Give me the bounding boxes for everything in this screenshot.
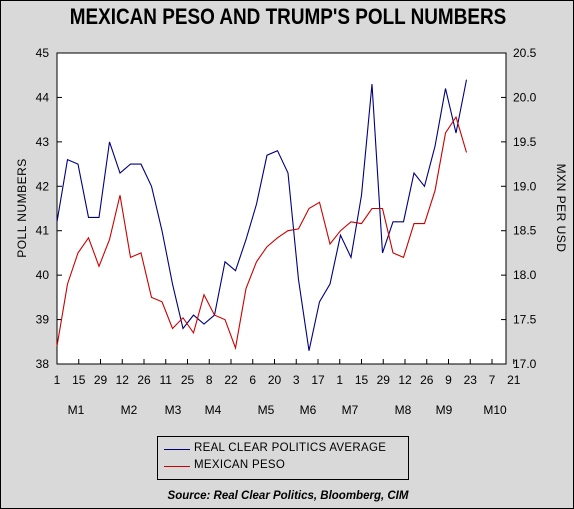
legend-label-rcp: REAL CLEAR POLITICS AVERAGE	[194, 442, 387, 454]
source-note: Source: Real Clear Politics, Bloomberg, …	[167, 490, 409, 502]
x-day-label: 20	[268, 373, 282, 387]
legend-label-peso: MEXICAN PESO	[194, 459, 286, 471]
legend: REAL CLEAR POLITICS AVERAGE MEXICAN PESO	[157, 436, 409, 480]
left-tick-label: 43	[36, 135, 50, 149]
left-tick-label: 42	[36, 179, 50, 193]
series-line-rcp	[56, 79, 468, 351]
series-line-peso	[56, 115, 468, 351]
legend-swatch-rcp	[164, 449, 190, 450]
left-tick-label: 39	[36, 313, 50, 327]
x-day-label: 12	[398, 373, 412, 387]
x-day-label: 8	[206, 373, 213, 387]
x-day-label: 6	[249, 373, 256, 387]
x-month-label: M3	[165, 403, 182, 417]
x-day-label: 9	[445, 373, 452, 387]
x-month-label: M9	[436, 403, 453, 417]
right-tick-label: 19.0	[513, 179, 537, 193]
series-lines	[56, 79, 468, 351]
x-day-label: 23	[464, 373, 478, 387]
right-tick-label: 17.0	[513, 357, 537, 371]
x-month-label: M8	[395, 403, 412, 417]
x-month-label: M4	[205, 403, 222, 417]
x-month-label: M1	[68, 403, 85, 417]
right-tick-label: 17.5	[513, 313, 537, 327]
x-day-label: 26	[420, 373, 434, 387]
x-day-label: 25	[181, 373, 195, 387]
x-day-label: 12	[116, 373, 130, 387]
x-month-label: M2	[121, 403, 138, 417]
x-day-label: 29	[94, 373, 108, 387]
x-day-label: 15	[355, 373, 369, 387]
y-axis-label-left: POLL NUMBERS	[15, 158, 29, 258]
x-day-label: 22	[224, 373, 238, 387]
x-month-label: M10	[483, 403, 507, 417]
x-day-label: 1	[54, 373, 61, 387]
x-day-label: 17	[311, 373, 325, 387]
x-day-label: 3	[293, 373, 300, 387]
left-tick-label: 44	[36, 90, 50, 104]
right-tick-label: 20.5	[513, 46, 537, 60]
left-tick-label: 40	[36, 268, 50, 282]
left-tick-label: 41	[36, 224, 50, 238]
plot-area	[56, 52, 507, 365]
y-axis-label-right: MXN PER USD	[554, 163, 568, 253]
x-day-label: 15	[72, 373, 86, 387]
left-axis: 38 39 40 41 42 43 44 45	[36, 46, 62, 371]
left-tick-label: 45	[36, 46, 50, 60]
right-tick-label: 18.5	[513, 224, 537, 238]
right-axis: 17.0 17.5 18.0 18.5 19.0 19.5 20.0 20.5	[501, 46, 537, 371]
legend-swatch-peso	[164, 466, 190, 467]
x-month-label: M7	[342, 403, 359, 417]
right-tick-label: 18.0	[513, 268, 537, 282]
x-month-label: M5	[258, 403, 275, 417]
x-month-label: M6	[300, 403, 317, 417]
chart-title: MEXICAN PESO AND TRUMP'S POLL NUMBERS	[69, 4, 507, 29]
x-day-label: 11	[160, 373, 173, 387]
x-day-label: 1	[336, 373, 343, 387]
x-axis: 1 15 29 12 26 11 25 8 22 6 20 3 17 1 15 29 12 26 9 23 7 21 M1 M…	[54, 359, 521, 417]
left-tick-label: 38	[36, 357, 50, 371]
x-day-label: 21	[507, 373, 521, 387]
x-day-label: 29	[377, 373, 391, 387]
x-day-label: 7	[489, 373, 496, 387]
right-tick-label: 19.5	[513, 135, 537, 149]
right-tick-label: 20.0	[513, 90, 537, 104]
x-day-label: 26	[137, 373, 151, 387]
